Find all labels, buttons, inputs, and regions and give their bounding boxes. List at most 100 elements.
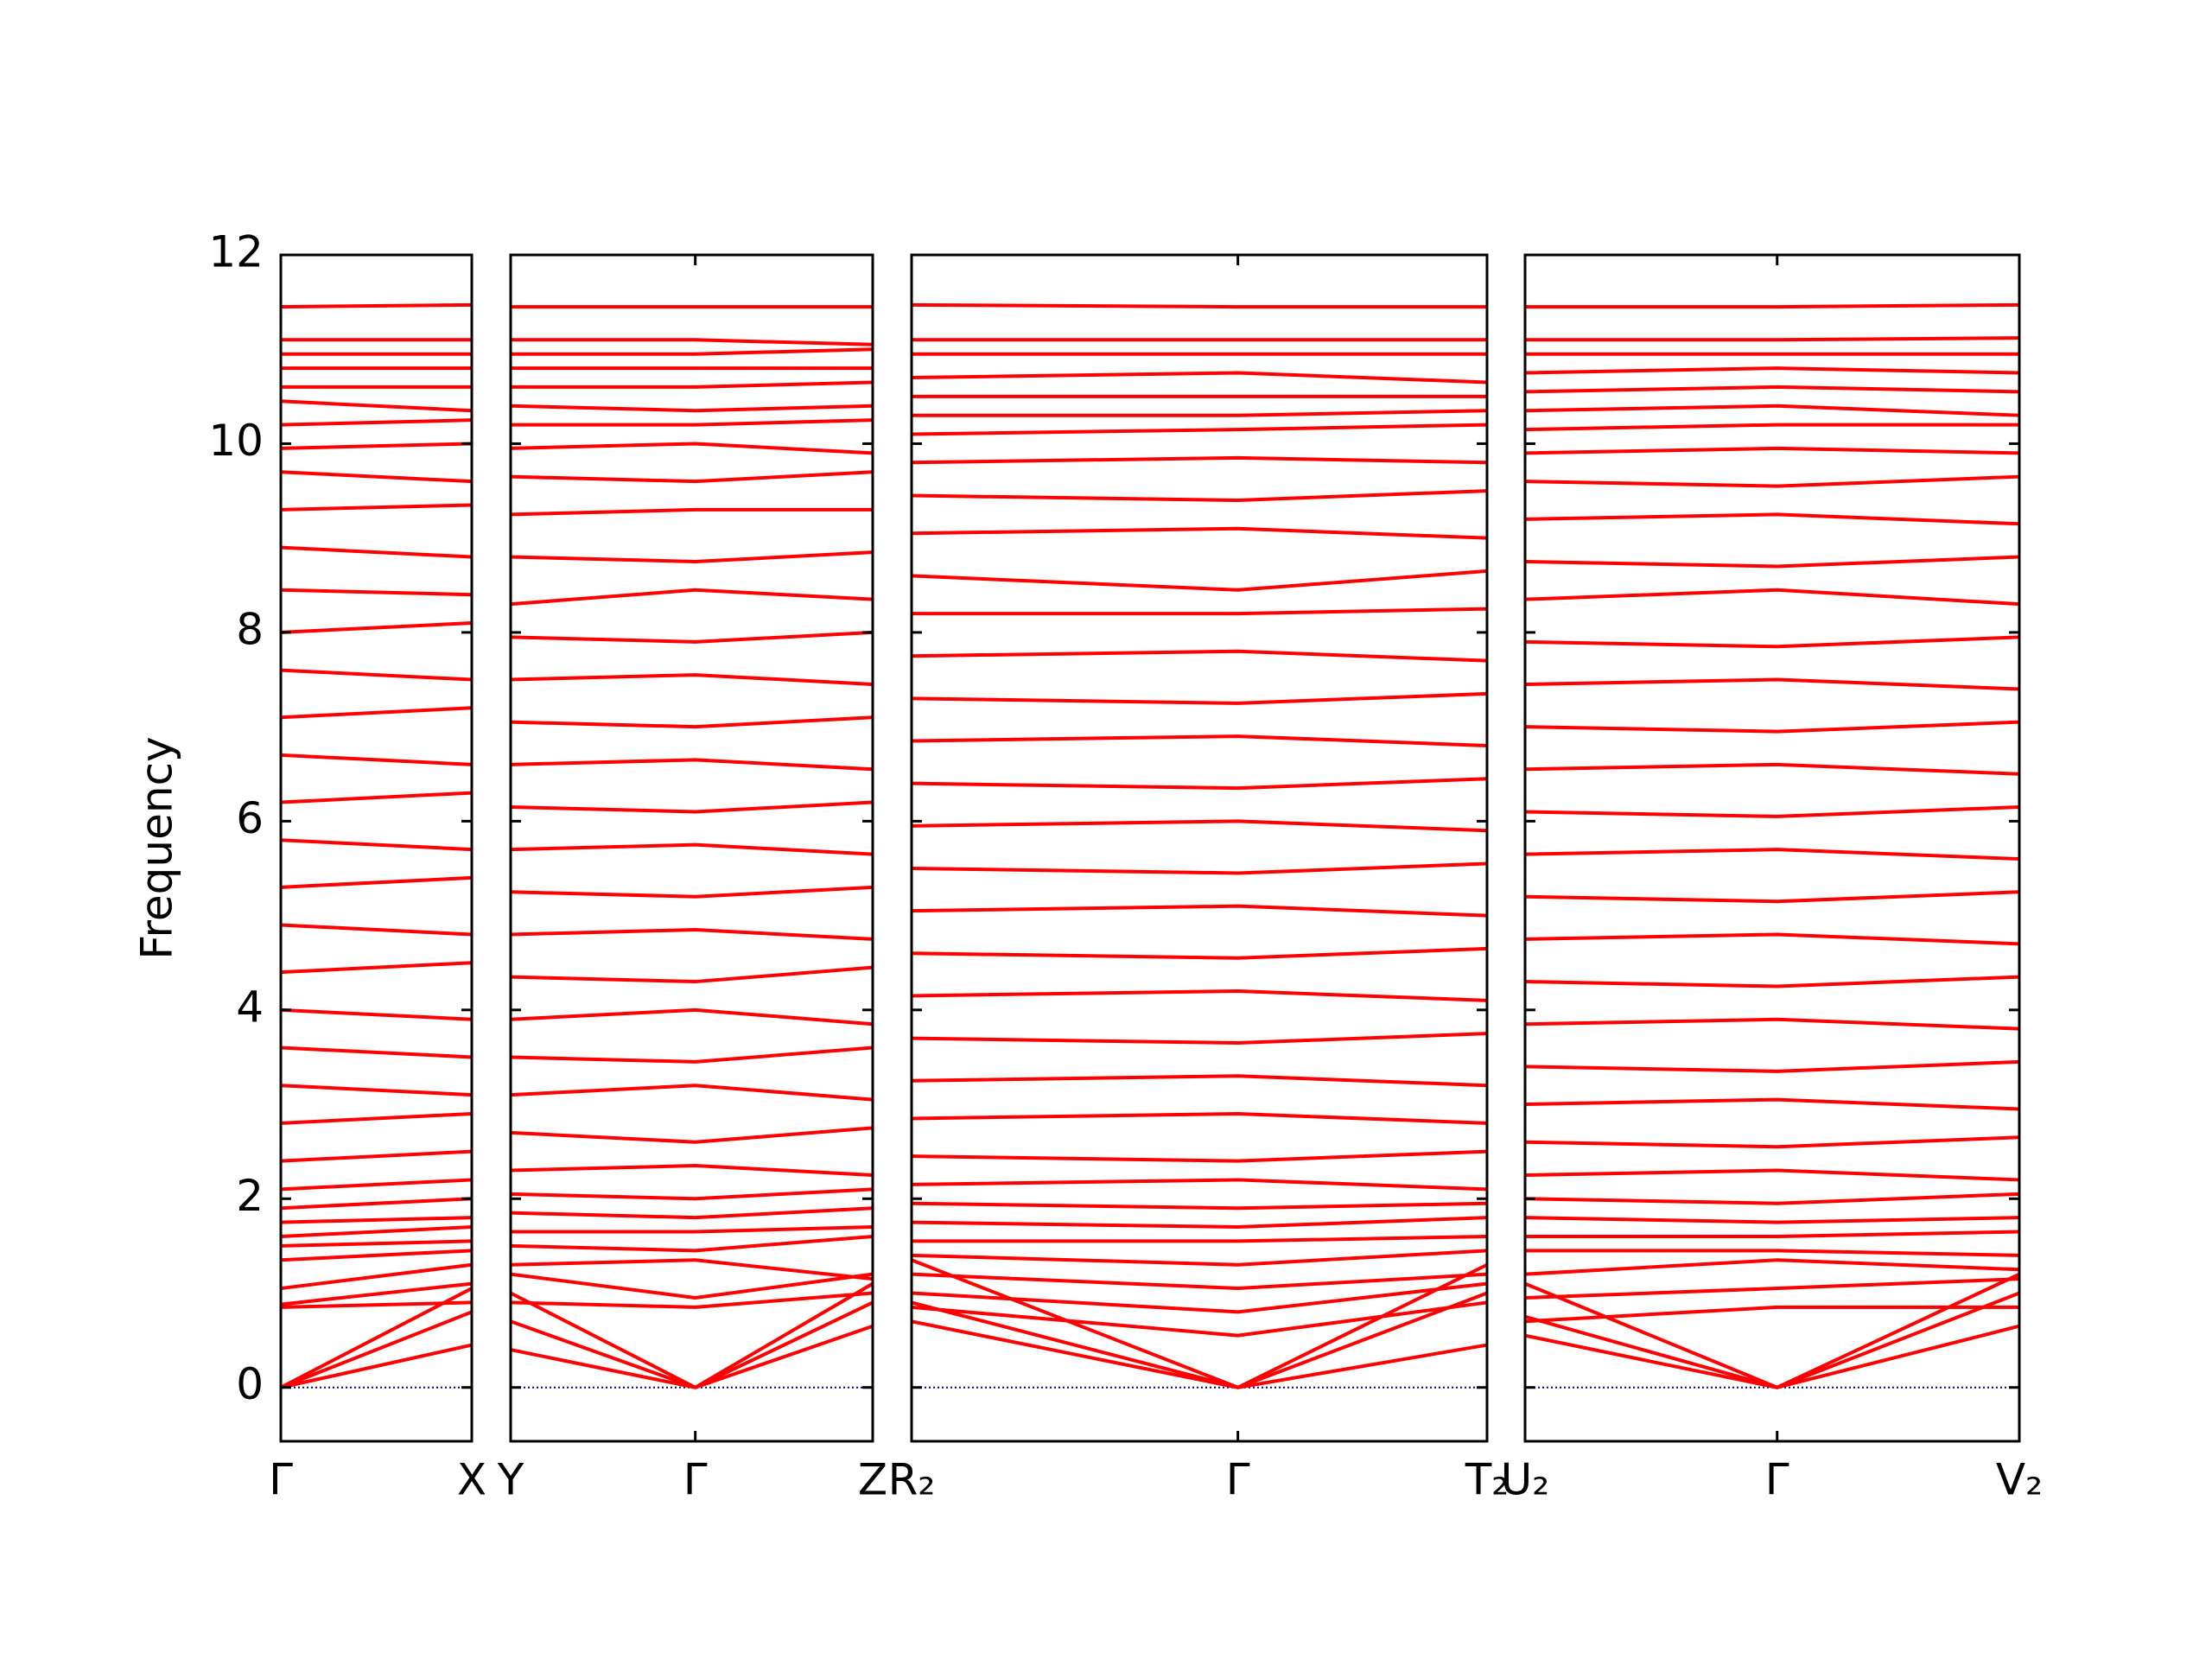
- band-line: [280, 753, 473, 766]
- band-line: [511, 380, 874, 389]
- band-line: [510, 1234, 874, 1253]
- band-line: [280, 706, 473, 720]
- band-line: [280, 1046, 473, 1059]
- x-tick-label: Y: [497, 1455, 524, 1505]
- band-line: [280, 302, 473, 309]
- band-line: [280, 1007, 473, 1021]
- band-line: [1524, 1277, 2020, 1300]
- band-line: [911, 819, 1488, 833]
- band-line: [911, 861, 1488, 875]
- band-line: [911, 777, 1488, 791]
- band-line: [510, 965, 874, 984]
- band-line: [1524, 1281, 2020, 1389]
- y-axis-label: Frequency: [132, 736, 182, 959]
- y-tick-label: 12: [208, 227, 264, 277]
- band-line: [511, 418, 874, 427]
- band-line: [911, 734, 1488, 747]
- band-line: [911, 569, 1488, 592]
- band-line: [510, 842, 874, 856]
- band-line: [280, 1178, 473, 1192]
- y-tick-label: 2: [236, 1171, 264, 1221]
- band-line: [280, 442, 473, 450]
- band-line: [510, 1324, 874, 1389]
- band-line: [911, 371, 1488, 385]
- band-line: [280, 1310, 473, 1389]
- band-line: [1525, 1230, 2020, 1238]
- band-line: [1524, 1168, 2020, 1182]
- band-line: [1524, 1135, 2020, 1149]
- band-line: [1524, 474, 2020, 488]
- band-line: [1524, 975, 2020, 988]
- band-line: [510, 1164, 874, 1177]
- band-line: [280, 1300, 473, 1309]
- band-line: [1524, 720, 2020, 734]
- band-line: [510, 800, 874, 814]
- x-tick-label: U₂: [1501, 1455, 1550, 1505]
- band-line: [510, 550, 874, 563]
- plot-frame: [509, 253, 874, 1443]
- band-line: [280, 588, 473, 597]
- band-line: [510, 630, 874, 644]
- plot-frame: [279, 253, 474, 1443]
- band-line: [911, 691, 1488, 705]
- band-line: [280, 545, 473, 559]
- band-line: [280, 1111, 473, 1125]
- band-line: [510, 1046, 874, 1064]
- band-line: [280, 1197, 473, 1211]
- y-tick-label: 4: [236, 982, 264, 1032]
- y-tick-label: 8: [236, 604, 264, 654]
- band-line: [280, 470, 473, 484]
- band-line: [911, 1178, 1488, 1192]
- x-tick-label: V₂: [1996, 1455, 2043, 1505]
- band-line: [912, 607, 1488, 616]
- band-line: [1524, 1305, 2019, 1324]
- band-line: [1524, 446, 2020, 455]
- band-line: [1524, 404, 2020, 417]
- band-line: [911, 302, 1487, 309]
- band-line: [911, 455, 1488, 465]
- band-line: [1524, 677, 2020, 691]
- band-line: [511, 347, 874, 356]
- band-line: [510, 507, 873, 517]
- band-line: [1524, 932, 2020, 946]
- band-line: [280, 1343, 473, 1389]
- band-line: [510, 1126, 874, 1144]
- y-tick-label: 0: [236, 1359, 264, 1409]
- band-line: [911, 1300, 1488, 1338]
- band-line: [511, 338, 874, 346]
- band-line: [510, 1007, 874, 1027]
- band-line: [280, 1249, 473, 1262]
- band-line: [280, 620, 473, 634]
- band-line: [510, 885, 874, 899]
- plot-frame: [910, 253, 1489, 1443]
- band-line: [911, 988, 1488, 1002]
- band-line: [510, 1187, 874, 1201]
- band-line: [1524, 804, 2020, 818]
- band-line: [1524, 1258, 2020, 1276]
- band-line: [1524, 890, 2020, 904]
- band-line: [1525, 302, 2020, 309]
- x-tick-label: T₂: [1465, 1455, 1510, 1505]
- band-line: [280, 399, 473, 413]
- band-line: [280, 418, 473, 427]
- band-line: [911, 1249, 1488, 1267]
- band-line: [280, 923, 473, 937]
- x-tick-label: Γ: [269, 1455, 293, 1505]
- band-line: [280, 1262, 473, 1291]
- band-line: [280, 1281, 473, 1306]
- band-line: [1524, 1272, 2020, 1389]
- band-line: [911, 1149, 1488, 1163]
- band-line: [1524, 555, 2020, 569]
- band-line: [1524, 1216, 2020, 1224]
- x-tick-label: X: [457, 1455, 486, 1505]
- band-line: [280, 1239, 473, 1248]
- band-line: [911, 1258, 1488, 1389]
- band-line: [1524, 588, 2020, 607]
- band-line: [280, 875, 473, 889]
- band-line: [1524, 1059, 2020, 1073]
- band-line: [911, 1074, 1488, 1088]
- band-line: [280, 503, 473, 512]
- band-line: [911, 1201, 1488, 1211]
- band-line: [911, 946, 1488, 960]
